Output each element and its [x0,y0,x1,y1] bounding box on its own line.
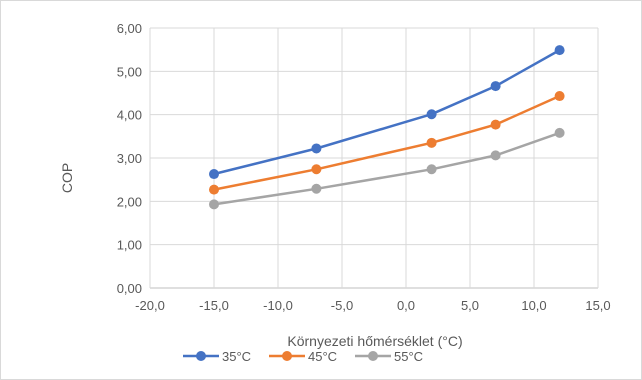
y-tick-label: 5,00 [117,64,142,79]
y-tick-label: 2,00 [117,194,142,209]
series-line-2 [213,131,561,206]
series-line-0 [213,49,561,176]
y-tick-label: 4,00 [117,108,142,123]
data-point [490,150,501,161]
x-tick-label: 0,0 [397,298,415,313]
legend-label: 35°C [222,349,251,364]
legend-marker [196,351,206,361]
data-point [311,143,322,154]
data-point [209,184,219,195]
data-point [554,91,565,102]
data-point [311,164,322,175]
data-point [554,127,565,138]
legend-label: 45°C [308,349,337,364]
x-tick-label: -10,0 [263,298,293,313]
y-axis-title: COP [59,163,75,193]
y-tick-label: 3,00 [117,151,142,166]
data-point [209,199,219,210]
data-point [490,81,501,92]
x-tick-label: 5,0 [461,298,479,313]
series-line-1 [213,94,561,191]
legend-item: 35°C [183,349,251,364]
legend-marker [282,351,292,361]
series-group [209,45,565,210]
x-tick-label: -15,0 [199,298,229,313]
y-tick-label: 6,00 [117,21,142,36]
y-tick-label: 0,00 [117,281,142,296]
data-point [426,109,437,120]
y-tick-label: 1,00 [117,238,142,253]
data-point [426,137,437,148]
data-point [209,169,219,180]
data-point [554,45,565,56]
legend: 35°C 45°C 55°C [183,349,423,364]
x-tick-label: 10,0 [521,298,546,313]
x-tick-label: 15,0 [585,298,610,313]
y-axis-ticks: 0,00 1,00 2,00 3,00 4,00 5,00 6,00 [117,21,142,296]
legend-item: 45°C [269,349,337,364]
legend-marker [368,351,378,361]
legend-label: 55°C [394,349,423,364]
x-tick-label: -20,0 [135,298,165,313]
x-tick-label: -5,0 [331,298,353,313]
x-axis-ticks: -20,0 -15,0 -10,0 -5,0 0,0 5,0 10,0 15,0 [135,298,610,313]
legend-item: 55°C [355,349,423,364]
data-point [490,119,501,130]
x-axis-title: Környezeti hőmérséklet (°C) [287,333,462,349]
data-point [311,183,322,194]
data-point [426,164,437,175]
